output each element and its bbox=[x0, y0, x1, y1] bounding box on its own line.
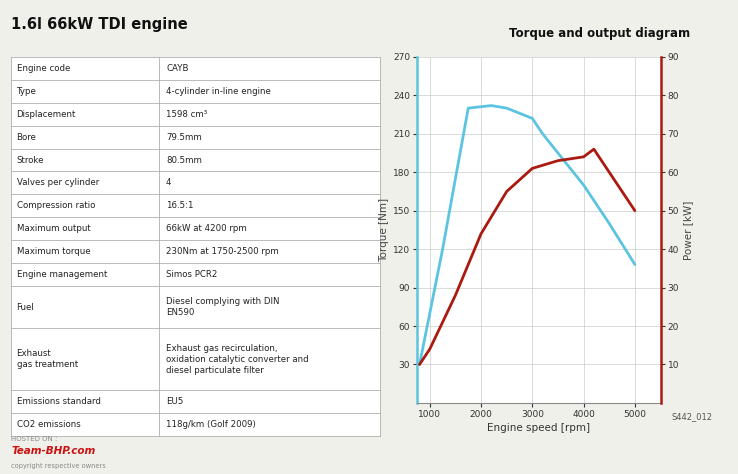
Text: Stroke: Stroke bbox=[16, 155, 44, 164]
Bar bbox=[11, 263, 380, 286]
Bar bbox=[11, 328, 380, 390]
Bar bbox=[11, 413, 380, 436]
Text: Emissions standard: Emissions standard bbox=[16, 397, 100, 406]
Text: Team-BHP.com: Team-BHP.com bbox=[11, 446, 95, 456]
Bar bbox=[11, 240, 380, 263]
Text: S442_012: S442_012 bbox=[671, 412, 712, 421]
Text: 4-cylinder in-line engine: 4-cylinder in-line engine bbox=[166, 87, 271, 96]
Text: 1598 cm³: 1598 cm³ bbox=[166, 109, 207, 118]
Text: 66kW at 4200 rpm: 66kW at 4200 rpm bbox=[166, 224, 246, 233]
Text: Exhaust gas recirculation,
oxidation catalytic converter and
diesel particulate : Exhaust gas recirculation, oxidation cat… bbox=[166, 344, 308, 375]
Bar bbox=[11, 148, 380, 172]
Text: CO2 emissions: CO2 emissions bbox=[16, 420, 80, 429]
Bar bbox=[11, 194, 380, 218]
Text: Fuel: Fuel bbox=[16, 303, 35, 312]
Text: Maximum output: Maximum output bbox=[16, 224, 90, 233]
Text: Engine code: Engine code bbox=[16, 64, 70, 73]
Text: Bore: Bore bbox=[16, 133, 36, 142]
Text: Displacement: Displacement bbox=[16, 109, 76, 118]
Bar bbox=[11, 57, 380, 80]
Bar bbox=[11, 218, 380, 240]
Text: Engine management: Engine management bbox=[16, 270, 107, 279]
Text: HOSTED ON :: HOSTED ON : bbox=[11, 436, 58, 442]
Bar bbox=[11, 126, 380, 148]
Text: Type: Type bbox=[16, 87, 36, 96]
Bar bbox=[11, 390, 380, 413]
Text: 80.5mm: 80.5mm bbox=[166, 155, 202, 164]
Bar bbox=[11, 103, 380, 126]
Text: copyright respective owners: copyright respective owners bbox=[11, 463, 106, 469]
Text: Exhaust
gas treatment: Exhaust gas treatment bbox=[16, 349, 77, 369]
Y-axis label: Power [kW]: Power [kW] bbox=[683, 200, 693, 260]
Text: CAYB: CAYB bbox=[166, 64, 188, 73]
Bar bbox=[11, 172, 380, 194]
Text: 118g/km (Golf 2009): 118g/km (Golf 2009) bbox=[166, 420, 256, 429]
Text: 230Nm at 1750-2500 rpm: 230Nm at 1750-2500 rpm bbox=[166, 247, 279, 256]
Text: Diesel complying with DIN
EN590: Diesel complying with DIN EN590 bbox=[166, 297, 280, 317]
Text: 4: 4 bbox=[166, 178, 171, 187]
Text: Torque and output diagram: Torque and output diagram bbox=[509, 27, 690, 40]
Text: 16.5:1: 16.5:1 bbox=[166, 201, 193, 210]
Text: Valves per cylinder: Valves per cylinder bbox=[16, 178, 99, 187]
Text: 1.6l 66kW TDI engine: 1.6l 66kW TDI engine bbox=[11, 17, 187, 32]
Text: Maximum torque: Maximum torque bbox=[16, 247, 90, 256]
Bar bbox=[11, 80, 380, 103]
Y-axis label: Torque [Nm]: Torque [Nm] bbox=[379, 198, 389, 262]
X-axis label: Engine speed [rpm]: Engine speed [rpm] bbox=[487, 423, 590, 433]
Bar bbox=[11, 286, 380, 328]
Text: EU5: EU5 bbox=[166, 397, 184, 406]
Text: Simos PCR2: Simos PCR2 bbox=[166, 270, 218, 279]
Text: 79.5mm: 79.5mm bbox=[166, 133, 201, 142]
Text: Compression ratio: Compression ratio bbox=[16, 201, 95, 210]
